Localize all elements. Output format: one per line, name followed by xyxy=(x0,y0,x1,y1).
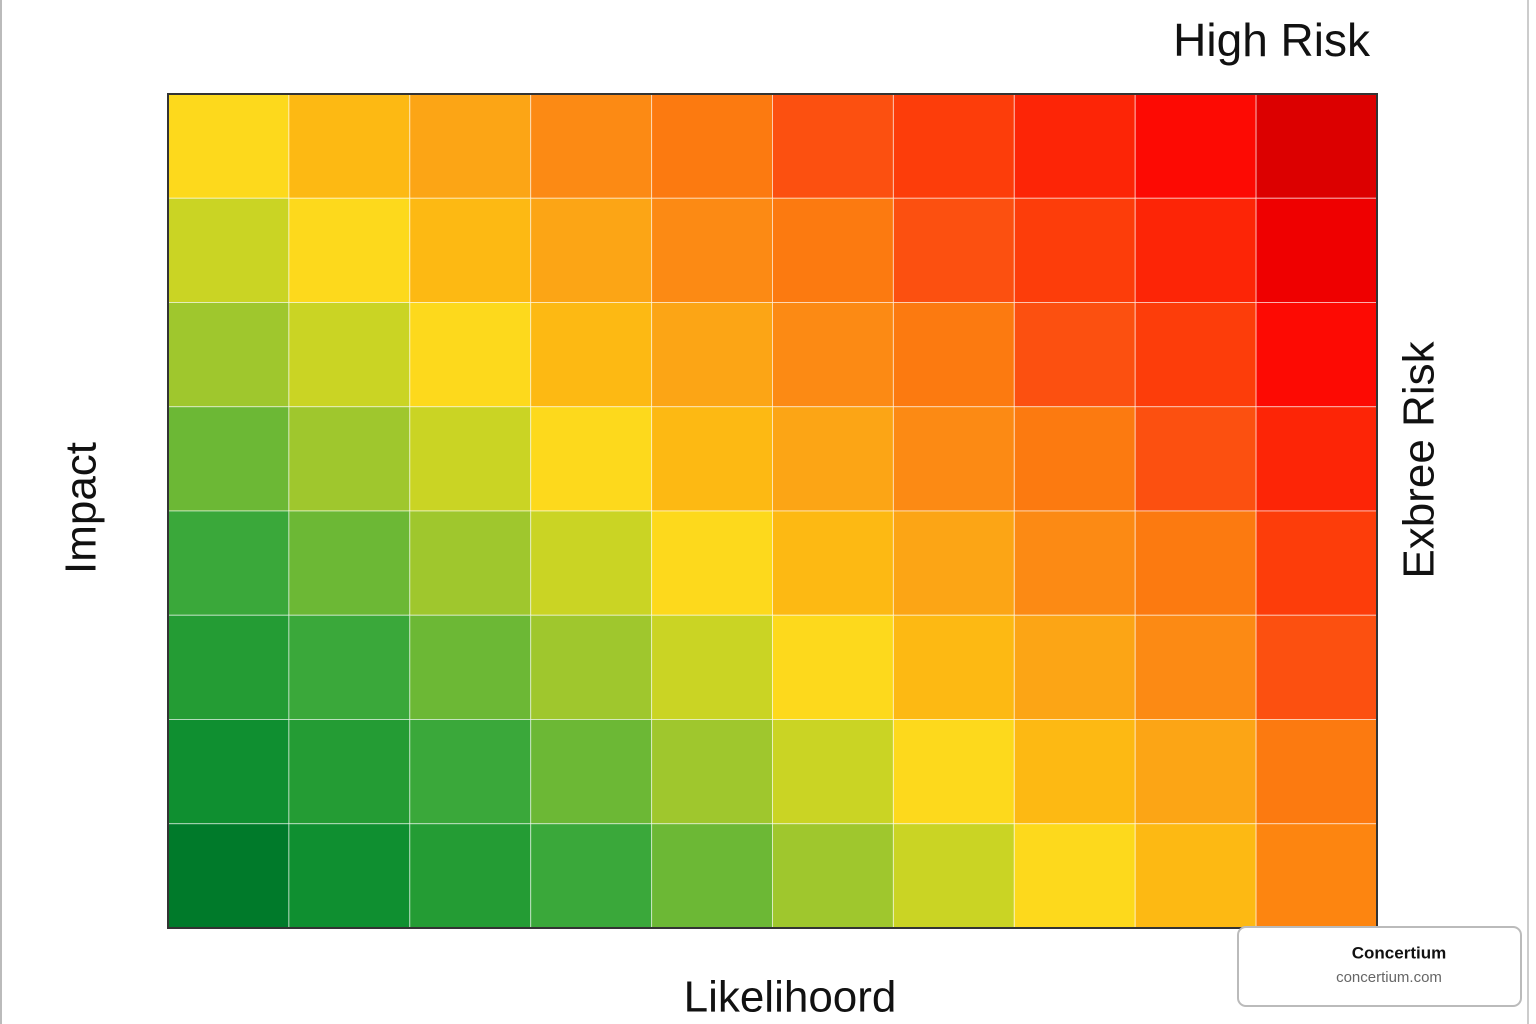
cell xyxy=(167,614,290,720)
cell xyxy=(772,614,894,720)
cell xyxy=(1134,510,1257,616)
y-axis-label: Impact xyxy=(57,442,106,574)
cell xyxy=(772,93,894,199)
cell xyxy=(651,197,773,303)
watermark-url: concertium.com xyxy=(1336,969,1442,986)
cell xyxy=(530,823,653,929)
cell xyxy=(409,614,532,720)
cell xyxy=(409,719,532,825)
cell xyxy=(1134,93,1257,199)
cell xyxy=(651,302,773,408)
cell xyxy=(530,510,653,616)
cell xyxy=(892,93,1015,199)
cell xyxy=(1134,823,1257,929)
cell xyxy=(409,406,532,512)
cell xyxy=(409,510,532,616)
cell xyxy=(288,93,411,199)
cell xyxy=(288,406,411,512)
cell xyxy=(167,302,290,408)
cell xyxy=(1013,614,1136,720)
cell xyxy=(651,510,773,616)
cell xyxy=(530,614,653,720)
cell xyxy=(530,197,653,303)
cell xyxy=(772,197,894,303)
cell xyxy=(288,719,411,825)
x-axis-label: Likelihoord xyxy=(684,973,897,1022)
cell xyxy=(288,197,411,303)
cell xyxy=(892,823,1015,929)
cell xyxy=(167,197,290,303)
cell xyxy=(288,823,411,929)
cell xyxy=(409,93,532,199)
cell xyxy=(288,510,411,616)
cell xyxy=(288,302,411,408)
cell xyxy=(651,93,773,199)
cell xyxy=(1013,302,1136,408)
cell xyxy=(409,197,532,303)
cell xyxy=(892,614,1015,720)
cell xyxy=(530,406,653,512)
cell xyxy=(409,302,532,408)
cell xyxy=(1255,197,1378,303)
cell xyxy=(892,406,1015,512)
cell xyxy=(1013,719,1136,825)
watermark-name: Concertium xyxy=(1352,943,1446,962)
plot-border xyxy=(167,93,1378,929)
cell xyxy=(772,406,894,512)
cell xyxy=(530,302,653,408)
cell xyxy=(167,719,290,825)
cell xyxy=(772,823,894,929)
cell xyxy=(651,719,773,825)
cell xyxy=(1013,406,1136,512)
cell xyxy=(1134,406,1257,512)
cell xyxy=(167,510,290,616)
cell xyxy=(1013,197,1136,303)
cell xyxy=(892,302,1015,408)
cell xyxy=(530,719,653,825)
cell xyxy=(167,823,290,929)
cell xyxy=(1255,823,1378,929)
cell xyxy=(1013,93,1136,199)
cell xyxy=(892,719,1015,825)
cell xyxy=(651,614,773,720)
cell xyxy=(892,197,1015,303)
watermark-box xyxy=(1237,926,1522,1007)
cell xyxy=(1255,510,1378,616)
cell xyxy=(1255,614,1378,720)
cell xyxy=(772,719,894,825)
cell xyxy=(1013,823,1136,929)
cell xyxy=(1255,719,1378,825)
cell xyxy=(892,510,1015,616)
cell xyxy=(772,510,894,616)
cell xyxy=(651,406,773,512)
heatmap-grid xyxy=(167,93,1378,929)
cell xyxy=(167,93,290,199)
cell xyxy=(651,823,773,929)
cell xyxy=(1255,93,1378,199)
cell xyxy=(530,93,653,199)
cell xyxy=(1134,302,1257,408)
cell xyxy=(772,302,894,408)
cell xyxy=(1255,406,1378,512)
cell xyxy=(1013,510,1136,616)
cell xyxy=(1134,719,1257,825)
chart-title: High Risk xyxy=(1173,14,1371,66)
cell xyxy=(167,406,290,512)
cell xyxy=(409,823,532,929)
cell xyxy=(1134,197,1257,303)
cell xyxy=(288,614,411,720)
right-label: Exbree Risk xyxy=(1395,340,1444,578)
cell xyxy=(1255,302,1378,408)
cell xyxy=(1134,614,1257,720)
